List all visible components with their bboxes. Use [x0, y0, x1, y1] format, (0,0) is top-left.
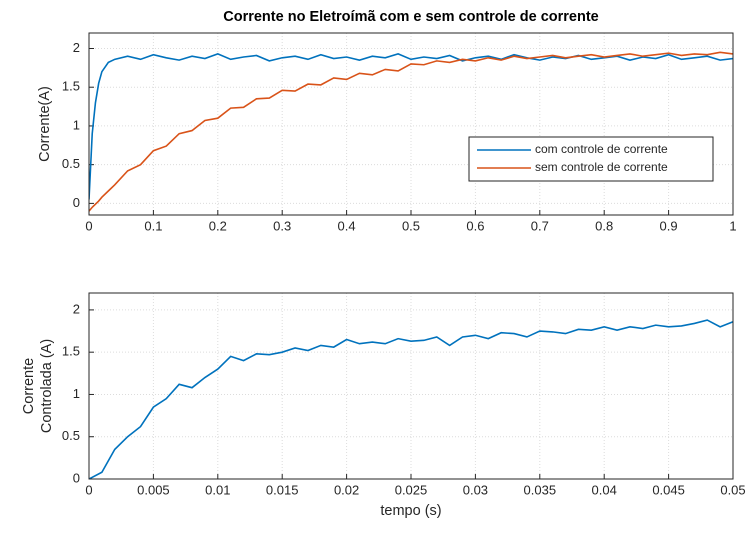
x-tick-label: 0.4 — [338, 218, 356, 233]
x-tick-label: 0.03 — [463, 482, 488, 497]
legend-label: com controle de corrente — [535, 142, 668, 156]
y-tick-label: 1 — [73, 386, 80, 401]
y-axis-label: Corrente — [21, 358, 37, 414]
x-tick-label: 0.3 — [273, 218, 291, 233]
y-tick-label: 0 — [73, 470, 80, 485]
legend-label: sem controle de corrente — [535, 160, 668, 174]
x-tick-label: 0.05 — [720, 482, 745, 497]
y-tick-label: 2 — [73, 301, 80, 316]
x-tick-label: 0.04 — [592, 482, 617, 497]
x-tick-label: 0.6 — [466, 218, 484, 233]
y-tick-label: 0.5 — [62, 156, 80, 171]
series-line — [89, 51, 733, 212]
x-tick-label: 0.8 — [595, 218, 613, 233]
y-tick-label: 1 — [73, 117, 80, 132]
x-tick-label: 0.035 — [524, 482, 557, 497]
x-tick-label: 0 — [85, 218, 92, 233]
y-tick-label: 1.5 — [62, 79, 80, 94]
x-tick-label: 0.025 — [395, 482, 428, 497]
series-line — [89, 319, 733, 479]
y-tick-label: 0.5 — [62, 428, 80, 443]
y-axis-label: Corrente(A) — [37, 86, 53, 162]
x-tick-label: 1 — [729, 218, 736, 233]
x-tick-label: 0.02 — [334, 482, 359, 497]
x-tick-label: 0.045 — [652, 482, 685, 497]
x-tick-label: 0.015 — [266, 482, 299, 497]
x-tick-label: 0.1 — [144, 218, 162, 233]
x-tick-label: 0 — [85, 482, 92, 497]
x-tick-label: 0.01 — [205, 482, 230, 497]
x-tick-label: 0.9 — [660, 218, 678, 233]
x-tick-label: 0.7 — [531, 218, 549, 233]
x-axis-label: tempo (s) — [380, 503, 441, 519]
axes-box — [88, 32, 734, 216]
legend-box — [468, 136, 714, 182]
axes-box — [88, 292, 734, 480]
y-tick-label: 1.5 — [62, 344, 80, 359]
y-tick-label: 2 — [73, 40, 80, 55]
y-tick-label: 0 — [73, 195, 80, 210]
x-tick-label: 0.2 — [209, 218, 227, 233]
y-axis-label: Controlada (A) — [39, 339, 55, 433]
chart-title: Corrente no Eletroímã com e sem controle… — [223, 9, 599, 25]
x-tick-label: 0.005 — [137, 482, 170, 497]
x-tick-label: 0.5 — [402, 218, 420, 233]
